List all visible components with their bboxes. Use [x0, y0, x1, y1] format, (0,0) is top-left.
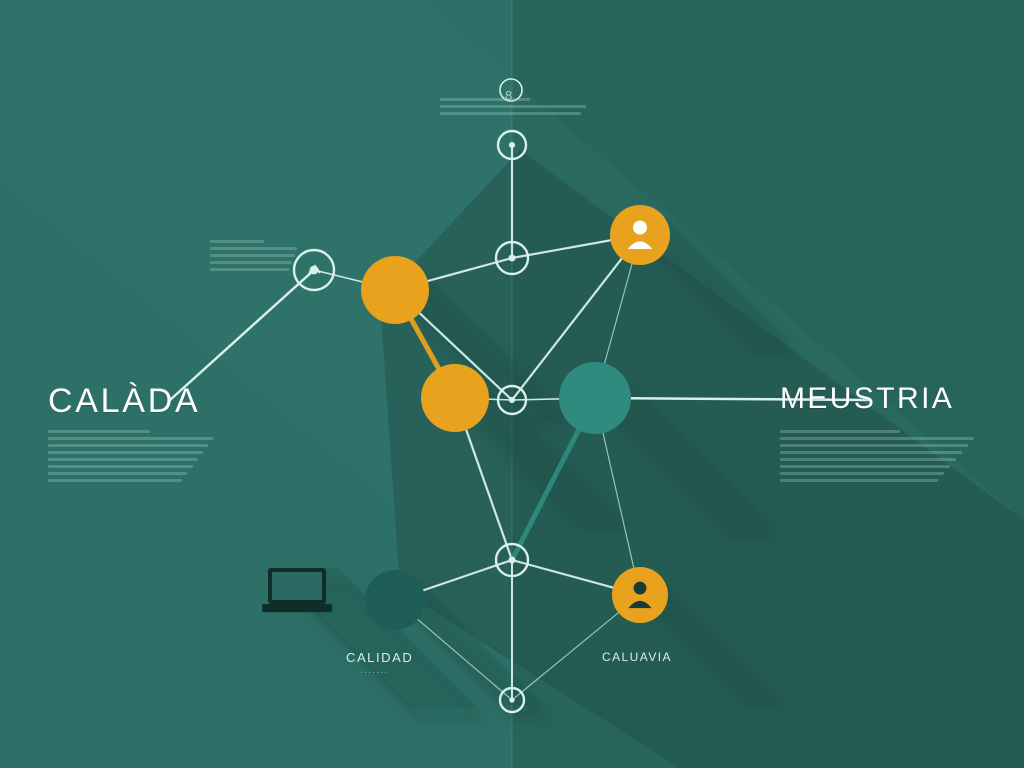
filler-block: [210, 240, 300, 275]
filler-block: [780, 430, 980, 486]
left-title: CALÀDA: [48, 382, 200, 421]
filler-block: [440, 98, 590, 119]
laptop-icon: [262, 568, 332, 612]
right-title: MEUSTRIA: [780, 382, 954, 416]
bottom-right-label: CALUAVIA: [602, 650, 672, 664]
bottom-left-sublabel: ·······: [360, 668, 389, 677]
infographic-stage: CALÀDA MEUSTRIA CALIDAD CALUAVIA ·······…: [0, 0, 1024, 768]
bottom-left-label: CALIDAD: [346, 650, 413, 665]
filler-block: [48, 430, 218, 486]
